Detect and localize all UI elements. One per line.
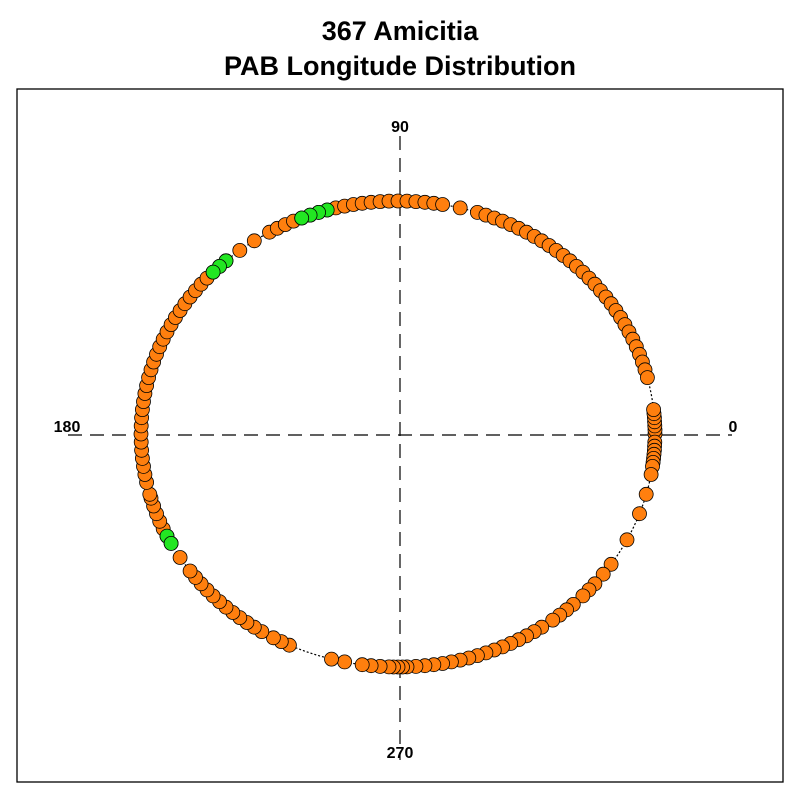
data-points bbox=[133, 193, 663, 675]
orange-point-19 bbox=[595, 566, 611, 582]
orange-point-14 bbox=[643, 467, 659, 482]
angle-label-270: 270 bbox=[387, 745, 414, 762]
orange-point-130 bbox=[435, 197, 451, 212]
orange-point-131 bbox=[452, 200, 468, 216]
angle-label-180: 180 bbox=[54, 419, 81, 436]
orange-point-68 bbox=[172, 550, 188, 565]
orange-point-55 bbox=[265, 630, 281, 646]
orange-point-51 bbox=[337, 654, 353, 670]
orange-point-15 bbox=[638, 486, 654, 502]
angle-label-90: 90 bbox=[391, 119, 409, 136]
orange-point-161 bbox=[640, 370, 655, 386]
orange-point-22 bbox=[575, 588, 591, 604]
green-point-3 bbox=[294, 210, 310, 226]
orange-point-26 bbox=[545, 612, 561, 628]
orange-point-67 bbox=[182, 563, 198, 579]
chart-subtitle: PAB Longitude Distribution bbox=[224, 51, 576, 81]
green-point-6 bbox=[205, 264, 221, 280]
orange-point-16 bbox=[632, 506, 647, 522]
orange-point-109 bbox=[246, 233, 262, 249]
orange-point-50 bbox=[354, 657, 370, 673]
orange-point-18 bbox=[603, 556, 619, 572]
plot-frame bbox=[16, 88, 784, 783]
orange-point-17 bbox=[619, 532, 635, 548]
chart-title: 367 Amicitia bbox=[321, 16, 479, 46]
orange-point-52 bbox=[324, 651, 339, 667]
green-point-8 bbox=[163, 536, 179, 551]
angle-label-0: 0 bbox=[729, 419, 738, 436]
orange-point-6 bbox=[646, 402, 661, 418]
orange-point-108 bbox=[232, 242, 248, 258]
